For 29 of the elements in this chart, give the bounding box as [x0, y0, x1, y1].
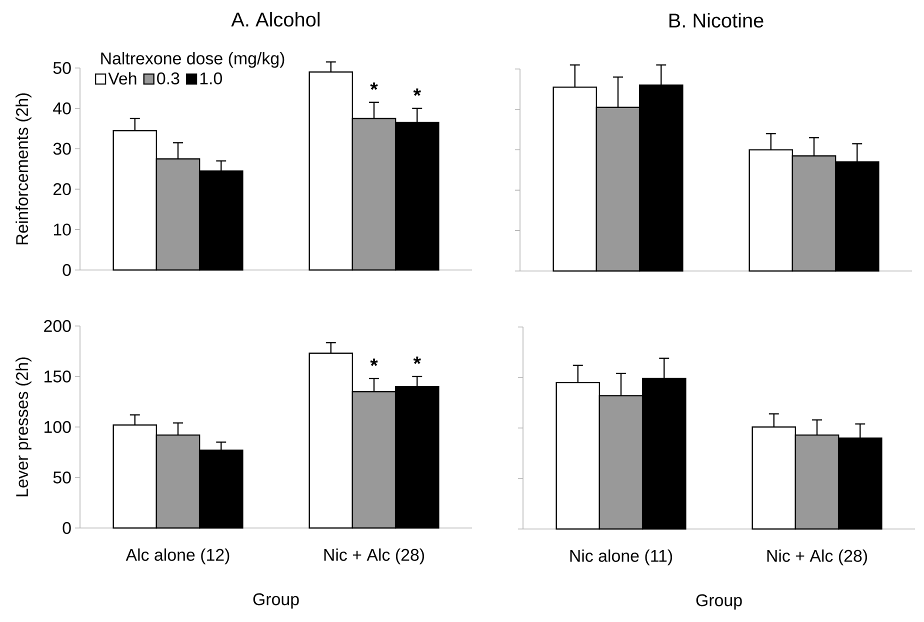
legend-title: Naltrexone dose (mg/kg) — [101, 52, 284, 68]
x-tick-label: Nic + Alc (28) — [324, 548, 424, 564]
y-tick-label: 150 — [44, 370, 71, 382]
annotation: * — [370, 82, 378, 90]
y-tick-label: 50 — [53, 62, 71, 74]
x-tick-label: Nic + Alc (28) — [767, 549, 867, 566]
legend-label: Veh — [108, 72, 136, 85]
y-tick-label: 10 — [54, 224, 71, 236]
y-tick-label: 30 — [53, 142, 71, 155]
annotation: * — [413, 356, 421, 364]
y-axis-title: Reinforcements (2h) — [16, 93, 32, 244]
x-axis-title: Group — [253, 593, 299, 609]
y-tick-label: 50 — [53, 471, 71, 484]
y-tick-label: 0 — [62, 522, 71, 534]
legend-label: 0.3 — [157, 72, 180, 84]
x-tick-label: Alc alone (12) — [126, 548, 230, 564]
y-tick-label: 100 — [44, 420, 71, 433]
y-axis-title: Lever presses (2h) — [16, 357, 32, 496]
y-tick-label: 40 — [53, 102, 71, 114]
x-axis-title: Group — [696, 594, 742, 610]
y-tick-label: 200 — [44, 320, 71, 332]
annotation: * — [370, 358, 378, 366]
annotation: * — [413, 88, 421, 96]
legend-label: 1.0 — [200, 72, 222, 84]
y-tick-label: 0 — [62, 264, 71, 276]
chart-title: B. Nicotine — [669, 12, 764, 28]
x-tick-label: Nic alone (11) — [570, 549, 672, 566]
chart-title: A. Alcohol — [231, 12, 320, 27]
y-tick-label: 20 — [54, 183, 71, 196]
